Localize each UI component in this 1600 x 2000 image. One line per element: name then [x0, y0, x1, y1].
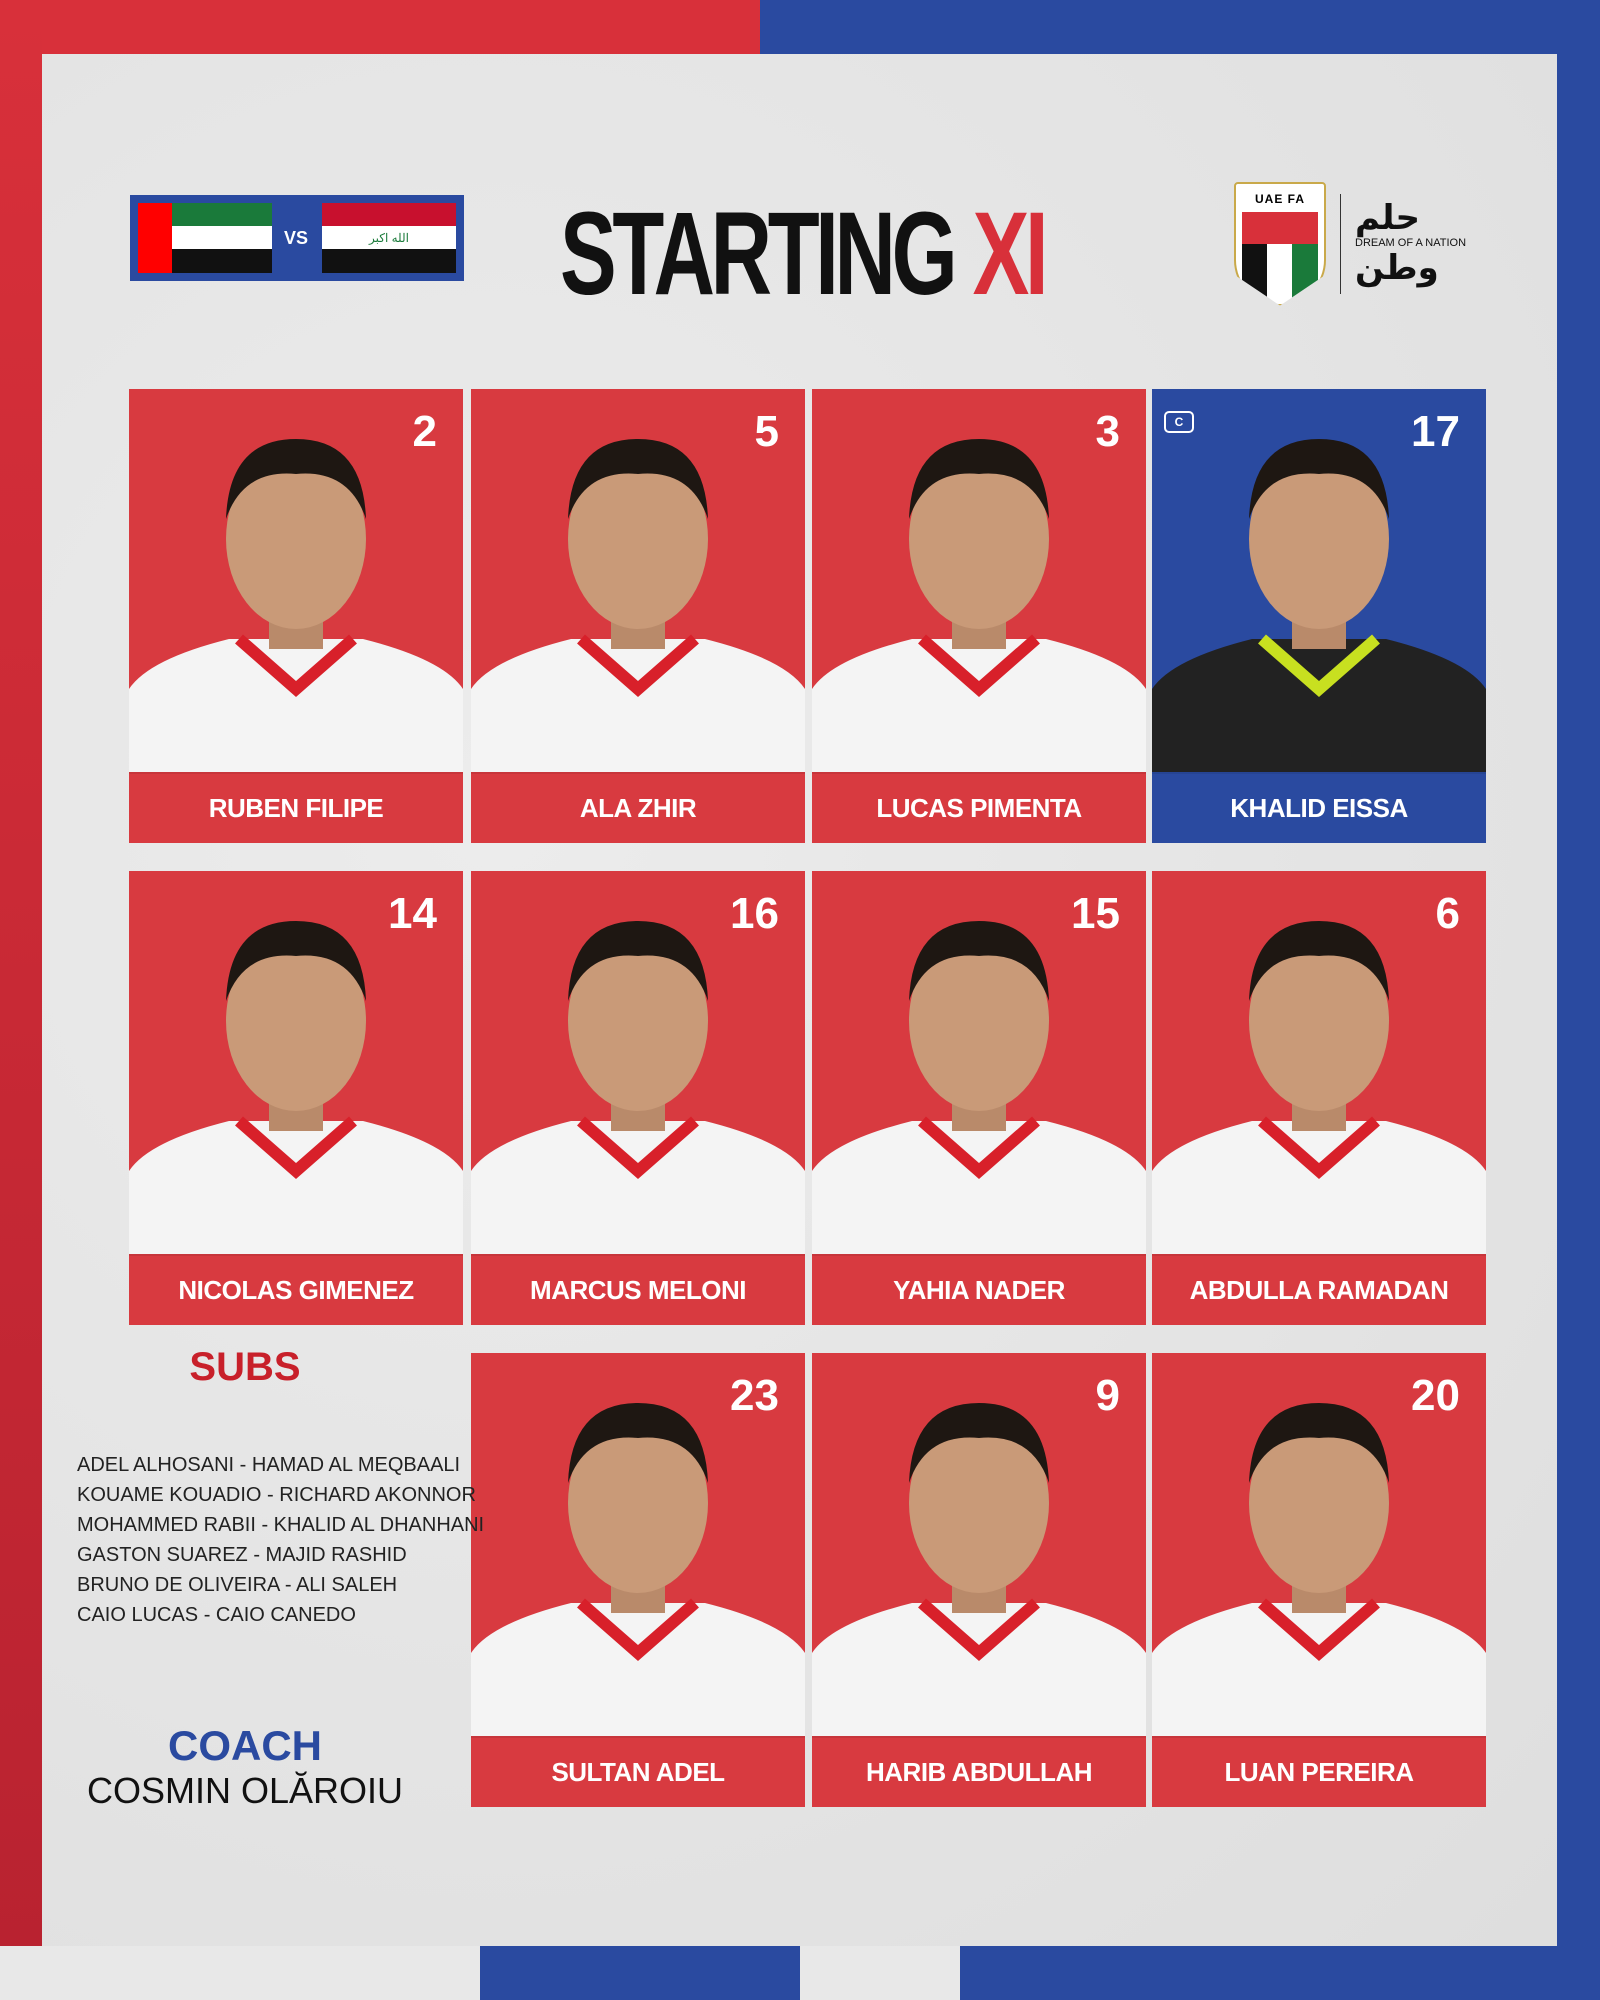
- subs-line: MOHAMMED RABII - KHALID AL DHANHANI: [77, 1514, 485, 1536]
- badge-text: UAE FA: [1254, 191, 1305, 206]
- subs-line: BRUNO DE OLIVEIRA - ALI SALEH: [77, 1574, 398, 1596]
- slogan-ar-bottom: وطن: [1355, 247, 1439, 288]
- player-number: 6: [1435, 889, 1460, 938]
- subs-line: ADEL ALHOSANI - HAMAD AL MEQBAALI: [77, 1454, 461, 1476]
- player-number: 16: [730, 889, 779, 938]
- player-photo: [1152, 921, 1486, 1254]
- player-card: 5 ALA ZHIR: [471, 389, 805, 843]
- player-photo: [129, 921, 463, 1254]
- player-number: 17: [1411, 407, 1460, 456]
- player-name: LUCAS PIMENTA: [812, 772, 1146, 843]
- uae-fa-shield-icon: UAE FA: [1234, 181, 1326, 306]
- player-number: 14: [388, 889, 437, 938]
- player-card: 17 C KHALID EISSA: [1152, 389, 1486, 843]
- page-title: STARTING XI: [560, 186, 1049, 322]
- player-photo: [1152, 439, 1486, 772]
- player-card: 15 YAHIA NADER: [812, 871, 1146, 1325]
- background-bottom-stripes: [0, 1946, 1600, 2000]
- player-photo: [471, 921, 805, 1254]
- player-card: 3 LUCAS PIMENTA: [812, 389, 1146, 843]
- player-card: 6 ABDULLA RAMADAN: [1152, 871, 1486, 1325]
- player-card: 9 HARIB ABDULLAH: [812, 1353, 1146, 1807]
- player-number: 2: [412, 407, 437, 456]
- player-card: 14 NICOLAS GIMENEZ: [129, 871, 463, 1325]
- player-photo: [129, 439, 463, 772]
- title-accent: XI: [972, 188, 1049, 320]
- player-name: MARCUS MELONI: [471, 1254, 805, 1325]
- match-flags: VS الله اكبر: [130, 195, 464, 281]
- player-photo: [812, 921, 1146, 1254]
- player-card: 23 SULTAN ADEL: [471, 1353, 805, 1807]
- subs-list: ADEL ALHOSANI - HAMAD AL MEQBAALI KOUAME…: [77, 1450, 484, 1630]
- title-main: STARTING: [560, 188, 958, 320]
- player-name: LUAN PEREIRA: [1152, 1736, 1486, 1807]
- player-card: 2 RUBEN FILIPE: [129, 389, 463, 843]
- player-photo: [812, 1403, 1146, 1736]
- background-red-band: [0, 0, 760, 60]
- player-photo: [471, 439, 805, 772]
- player-name: HARIB ABDULLAH: [812, 1736, 1146, 1807]
- subs-line: KOUAME KOUADIO - RICHARD AKONNOR: [77, 1484, 476, 1506]
- vs-label: VS: [284, 227, 309, 248]
- player-number: 23: [730, 1371, 779, 1420]
- player-name: KHALID EISSA: [1152, 772, 1486, 843]
- iraq-flag-text: الله اكبر: [368, 231, 410, 245]
- player-name: RUBEN FILIPE: [129, 772, 463, 843]
- coach-name: COSMIN OLĂROIU: [86, 1770, 404, 1811]
- player-photo: [812, 439, 1146, 772]
- player-number: 3: [1095, 407, 1120, 456]
- player-name: YAHIA NADER: [812, 1254, 1146, 1325]
- slogan: حلم DREAM OF A NATION وطن: [1355, 198, 1467, 288]
- player-card: 20 LUAN PEREIRA: [1152, 1353, 1486, 1807]
- slogan-en: DREAM OF A NATION: [1355, 237, 1467, 250]
- player-number: 15: [1071, 889, 1120, 938]
- uae-flag-icon: [138, 203, 272, 273]
- iraq-flag-icon: الله اكبر: [322, 203, 456, 273]
- player-name: NICOLAS GIMENEZ: [129, 1254, 463, 1325]
- player-card: 16 MARCUS MELONI: [471, 871, 805, 1325]
- player-photo: [1152, 1403, 1486, 1736]
- player-number: 5: [754, 407, 779, 456]
- subs-title: SUBS: [189, 1345, 301, 1389]
- subs-line: GASTON SUAREZ - MAJID RASHID: [77, 1544, 407, 1566]
- uae-fa-logo: UAE FA حلم DREAM OF A NATION وطن: [1234, 181, 1494, 306]
- player-name: ABDULLA RAMADAN: [1152, 1254, 1486, 1325]
- background-red-edge: [0, 0, 42, 2000]
- coach-title: COACH: [168, 1722, 322, 1769]
- player-number: 20: [1411, 1371, 1460, 1420]
- player-number: 9: [1095, 1371, 1120, 1420]
- player-name: ALA ZHIR: [471, 772, 805, 843]
- player-name: SULTAN ADEL: [471, 1736, 805, 1807]
- slogan-ar-top: حلم: [1355, 198, 1421, 239]
- subs-line: CAIO LUCAS - CAIO CANEDO: [77, 1604, 356, 1626]
- player-photo: [471, 1403, 805, 1736]
- logo-divider: [1340, 193, 1341, 294]
- captain-armband-icon: C: [1164, 411, 1194, 433]
